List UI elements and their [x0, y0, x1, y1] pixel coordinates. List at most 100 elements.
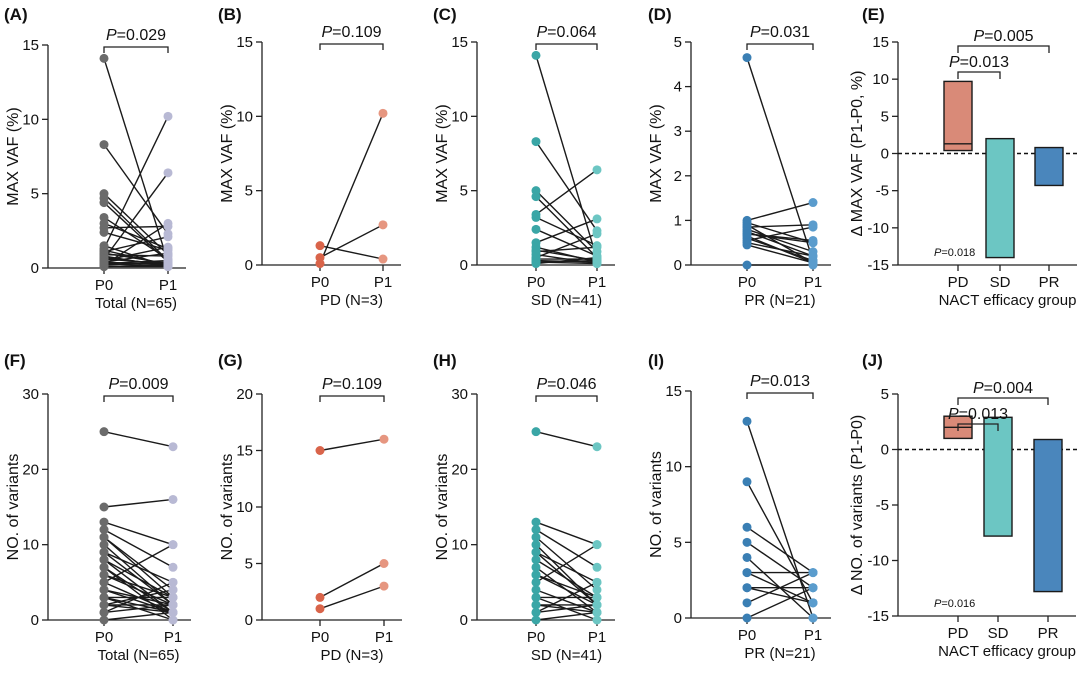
- p0-point: [99, 562, 109, 572]
- significance-bracket: [535, 395, 598, 402]
- y-tick-label: 5: [881, 386, 889, 403]
- y-tick-label: 5: [881, 108, 889, 125]
- pair-line: [103, 604, 174, 614]
- p-value-label: P=0.013: [750, 373, 810, 390]
- x-tick-label: SD: [988, 625, 1009, 642]
- y-tick-label: 5: [245, 556, 253, 573]
- p1-point: [808, 235, 818, 245]
- p1-point: [168, 607, 178, 617]
- p1-point: [378, 108, 388, 118]
- x-tick-label: P1: [164, 629, 182, 646]
- p1-point: [592, 577, 602, 587]
- range-bar-pr: [1034, 146, 1064, 187]
- comparison-bracket: [957, 423, 999, 431]
- pair-line: [103, 574, 174, 606]
- y-tick-label: 20: [451, 461, 468, 478]
- pair-line: [103, 58, 169, 263]
- pair-line: [535, 521, 598, 546]
- p0-point: [99, 540, 109, 550]
- y-tick-label: 5: [674, 34, 682, 51]
- p1-point: [163, 259, 173, 269]
- y-tick-label: 0: [31, 260, 39, 277]
- p1-point: [592, 442, 602, 452]
- pair-line: [103, 566, 174, 621]
- p0-point: [531, 615, 541, 625]
- p1-point: [168, 615, 178, 625]
- pair-line: [746, 228, 814, 253]
- p0-point: [531, 592, 541, 602]
- pair-line: [746, 201, 814, 222]
- pair-line: [319, 244, 384, 260]
- y-tick-label: 10: [22, 537, 39, 554]
- p0-point: [99, 600, 109, 610]
- y-axis-label: MAX VAF (%): [219, 104, 236, 202]
- p1-point: [378, 220, 388, 230]
- p0-point: [99, 615, 109, 625]
- p0-point: [99, 140, 109, 150]
- p1-point: [163, 218, 173, 228]
- p0-point: [315, 241, 325, 251]
- p0-point: [742, 416, 752, 426]
- p0-point: [99, 53, 109, 63]
- x-tick-label: P0: [95, 629, 113, 646]
- pair-line: [103, 611, 174, 621]
- p0-point: [531, 427, 541, 437]
- significance-bracket: [319, 395, 385, 402]
- pair-line: [103, 559, 174, 614]
- panel-label: (C): [433, 5, 457, 24]
- p1-point: [592, 540, 602, 550]
- y-tick-label: 5: [674, 534, 682, 551]
- p1-point: [168, 577, 178, 587]
- p1-point: [378, 254, 388, 264]
- p0-point: [531, 600, 541, 610]
- pair-line: [103, 116, 169, 249]
- y-tick-label: 10: [236, 499, 253, 516]
- pair-line: [319, 224, 384, 259]
- p1-point: [592, 256, 602, 266]
- p0-point: [531, 525, 541, 535]
- y-tick-label: 10: [451, 537, 468, 554]
- x-axis-label: PR (N=21): [744, 292, 815, 309]
- y-tick-label: 15: [872, 34, 889, 51]
- pair-line: [535, 589, 598, 614]
- pair-line: [535, 574, 598, 606]
- panel-label: (G): [218, 351, 243, 370]
- x-tick-label: P1: [159, 277, 177, 294]
- pair-line: [103, 589, 174, 606]
- p0-point: [99, 517, 109, 527]
- pair-line: [103, 536, 174, 598]
- panel-label: (I): [648, 351, 664, 370]
- p1-point: [592, 242, 602, 252]
- pair-line: [103, 521, 174, 546]
- y-tick-label: 0: [245, 257, 253, 274]
- x-tick-label: P1: [375, 629, 393, 646]
- p0-point: [99, 257, 109, 267]
- x-tick-label: P0: [95, 277, 113, 294]
- pair-line: [746, 541, 814, 589]
- panel-label: (J): [862, 351, 883, 370]
- pair-line: [746, 481, 814, 604]
- pair-line: [103, 589, 174, 614]
- significance-bracket: [319, 43, 384, 50]
- pair-line: [535, 544, 598, 606]
- p0-point: [531, 224, 541, 234]
- x-tick-label: P0: [738, 274, 756, 291]
- y-tick-label: -10: [867, 553, 889, 570]
- x-tick-label: SD: [990, 274, 1011, 291]
- x-tick-label: P0: [311, 629, 329, 646]
- x-axis-label: PD (N=3): [320, 292, 383, 309]
- p-value-label: P=0.029: [106, 27, 166, 44]
- pair-line: [746, 587, 814, 619]
- pair-line: [103, 544, 174, 606]
- y-tick-label: 5: [245, 183, 253, 200]
- pair-line: [746, 226, 814, 242]
- p0-point: [742, 229, 752, 239]
- p0-point: [531, 562, 541, 572]
- pair-line: [319, 585, 385, 610]
- p0-point: [531, 577, 541, 587]
- pair-line: [535, 256, 598, 265]
